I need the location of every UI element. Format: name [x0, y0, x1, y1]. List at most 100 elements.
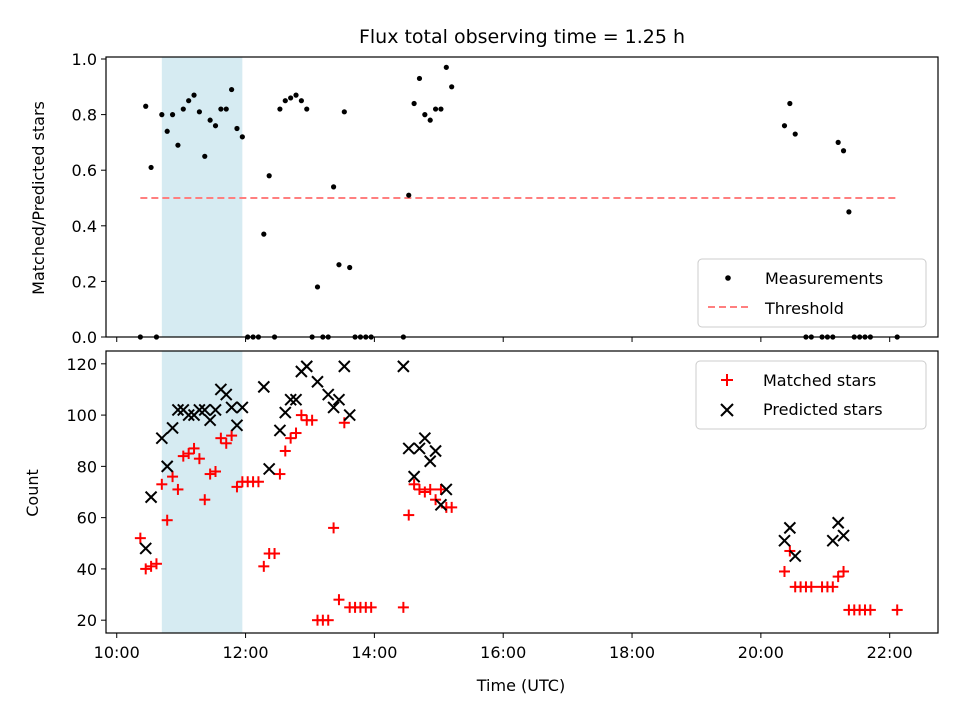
- matched-star-point: [150, 558, 162, 570]
- top-ytick-label: 0.2: [72, 272, 97, 291]
- measurement-point: [781, 123, 788, 129]
- matched-star-point: [279, 445, 291, 457]
- matched-star-point: [424, 483, 436, 495]
- measurement-point: [330, 184, 337, 190]
- matched-star-point: [177, 450, 189, 462]
- top-ytick-label: 0.0: [72, 328, 97, 347]
- chart-title: Flux total observing time = 1.25 h: [359, 26, 685, 48]
- x-tick-label: 22:00: [867, 643, 913, 662]
- measurement-point: [261, 231, 267, 237]
- top-ytick-label: 0.4: [72, 217, 97, 236]
- measurement-point: [341, 109, 347, 115]
- predicted-star-point: [160, 460, 174, 473]
- x-tick-label: 10:00: [94, 643, 140, 662]
- top-ytick-label: 1.0: [72, 50, 97, 69]
- predicted-star-point: [440, 483, 453, 496]
- measurement-point: [282, 98, 288, 104]
- predicted-star-point: [826, 534, 839, 547]
- predicted-star-point: [837, 529, 850, 542]
- matched-star-point: [832, 571, 844, 583]
- predicted-star-point: [434, 498, 448, 512]
- measurement-point: [169, 112, 176, 118]
- predicted-star-point: [171, 403, 185, 417]
- matched-star-point: [413, 483, 425, 495]
- measurement-point: [411, 100, 417, 107]
- measurement-point: [438, 106, 444, 112]
- measurements-series: [137, 64, 900, 340]
- predicted-star-point: [155, 431, 169, 445]
- bottom-highlight-span: [161, 351, 243, 633]
- measurement-point: [175, 142, 181, 148]
- predicted-star-point: [311, 375, 324, 388]
- predicted-star-point: [343, 408, 356, 422]
- legend-matched-label: Matched stars: [763, 371, 876, 390]
- measurement-point: [191, 92, 197, 98]
- measurement-point: [314, 284, 321, 290]
- matched-star-point: [231, 481, 243, 493]
- measurement-point: [432, 106, 439, 112]
- predicted-star-point: [203, 414, 217, 427]
- matched-star-point: [215, 432, 227, 444]
- matched-star-point: [864, 604, 876, 616]
- matched-star-point: [328, 522, 340, 534]
- predicted-star-point: [230, 419, 244, 432]
- predicted-star-point: [789, 549, 802, 563]
- legend-matched-marker: [721, 374, 733, 386]
- measurement-point: [223, 106, 229, 112]
- predicted-star-point: [289, 393, 303, 406]
- predicted-star-point: [429, 444, 442, 458]
- bottom-plot-frame: [105, 350, 939, 634]
- predicted-star-point: [332, 393, 346, 406]
- x-tick-label: 12:00: [223, 643, 269, 662]
- matched-star-point: [252, 476, 264, 488]
- predicted-star-point: [783, 521, 797, 535]
- measurement-point: [787, 100, 793, 107]
- measurement-point: [443, 64, 449, 70]
- legend-measurements-marker: [725, 275, 731, 281]
- measurement-point: [229, 86, 235, 93]
- matched-star-point: [838, 565, 850, 577]
- matched-star-point: [397, 601, 409, 613]
- matched-star-point: [891, 604, 903, 616]
- matched-star-point: [778, 565, 790, 577]
- bottom-ytick-label: 60: [77, 509, 97, 528]
- predicted-star-point: [198, 403, 211, 417]
- matched-star-point: [295, 409, 307, 421]
- predicted-star-point: [831, 516, 845, 529]
- legend-threshold-label: Threshold: [764, 299, 844, 318]
- predicted-star-point: [778, 534, 791, 547]
- predicted-star-point: [209, 403, 222, 417]
- matched-star-point: [306, 414, 318, 426]
- matched-star-point: [290, 427, 302, 439]
- measurement-point: [202, 153, 208, 159]
- predicted-star-point: [257, 380, 271, 394]
- bottom-axes: 20 40 60 80 100 120 10:00 12:00 14:00 16:00 18:00 2…: [66, 350, 939, 662]
- measurement-point: [298, 98, 304, 104]
- measurement-point: [196, 109, 202, 115]
- matched-star-point: [172, 483, 184, 495]
- matched-star-point: [322, 614, 334, 626]
- predicted-star-point: [144, 490, 158, 504]
- predicted-star-point: [413, 442, 426, 455]
- measurement-point: [218, 106, 224, 112]
- matched-star-point: [188, 442, 200, 454]
- matched-star-point: [204, 468, 216, 480]
- matched-star-point: [805, 581, 817, 593]
- x-tick-label: 14:00: [351, 643, 397, 662]
- predicted-star-point: [338, 360, 351, 373]
- x-tick-label: 16:00: [480, 643, 526, 662]
- measurement-point: [846, 209, 852, 215]
- matched-star-point: [193, 453, 205, 465]
- measurement-point: [835, 139, 841, 145]
- predicted-star-point: [397, 360, 410, 373]
- matched-star-point: [258, 560, 270, 572]
- measurement-point: [180, 106, 186, 112]
- measurement-point: [207, 117, 213, 123]
- measurement-point: [159, 112, 165, 118]
- matched-star-point: [365, 601, 377, 613]
- x-tick-label: 20:00: [738, 643, 784, 662]
- measurement-point: [212, 123, 219, 129]
- measurement-point: [266, 173, 272, 179]
- matched-star-point: [220, 437, 232, 449]
